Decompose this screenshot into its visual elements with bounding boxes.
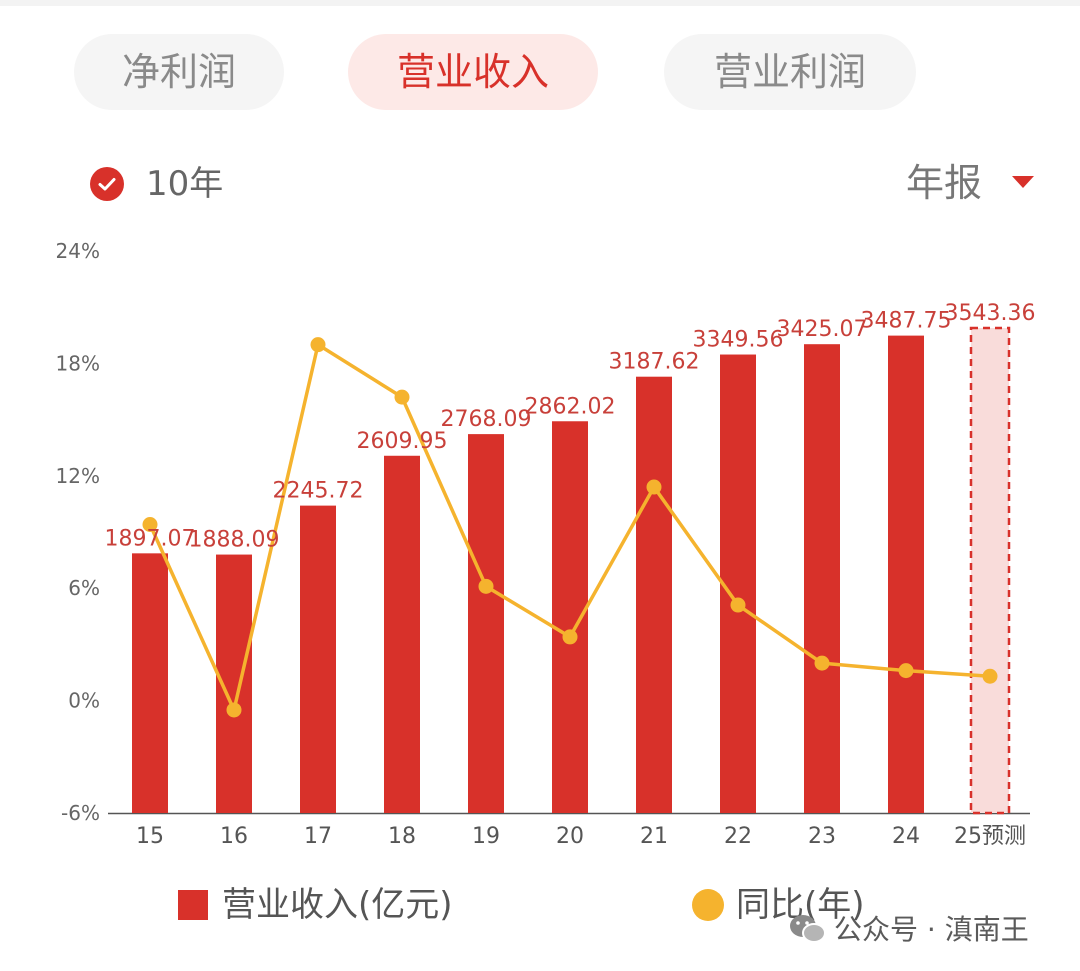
bar-value-label: 2768.09: [441, 407, 532, 432]
x-tick-label: 23: [808, 824, 836, 849]
top-divider: [0, 0, 1080, 6]
yoy-point: [227, 702, 242, 717]
watermark-text: 公众号 · 滇南王: [834, 908, 1029, 952]
x-tick-label: 24: [892, 824, 920, 849]
wechat-icon: [788, 912, 828, 946]
bar-value-label: 2609.95: [357, 429, 448, 454]
x-tick-label: 22: [724, 824, 752, 849]
years-filter-label: 10年: [146, 160, 223, 208]
legend-line-swatch: [692, 889, 724, 921]
bar-value-label: 3425.07: [777, 317, 868, 342]
bar: [888, 336, 924, 813]
metric-tabs: 净利润 营业收入 营业利润: [0, 34, 1080, 112]
legend-bar-label: 营业收入(亿元): [222, 878, 453, 932]
yoy-point: [815, 656, 830, 671]
bar-value-label: 1888.09: [189, 528, 280, 553]
y-tick-label: 0%: [68, 689, 100, 713]
bar-value-label: 3543.36: [945, 301, 1036, 326]
bar: [720, 355, 756, 813]
x-tick-label: 20: [556, 824, 584, 849]
check-circle-icon[interactable]: [90, 167, 124, 201]
bar-value-label: 3187.62: [609, 350, 700, 375]
bar: [384, 456, 420, 813]
yoy-point: [647, 480, 662, 495]
y-tick-label: 6%: [68, 576, 100, 600]
legend-bar-swatch: [178, 890, 208, 920]
x-tick-label: 25预测: [954, 824, 1026, 849]
yoy-point: [731, 598, 746, 613]
bar-value-label: 3487.75: [861, 309, 952, 334]
x-tick-label: 16: [220, 824, 248, 849]
y-tick-label: 24%: [56, 239, 100, 263]
bar: [804, 344, 840, 813]
bar: [468, 434, 504, 813]
tab-revenue[interactable]: 营业收入: [348, 34, 598, 110]
tab-operating-profit[interactable]: 营业利润: [664, 34, 916, 110]
bar-value-label: 3349.56: [693, 328, 784, 353]
y-tick-label: -6%: [61, 801, 100, 825]
bar-forecast: [971, 328, 1009, 813]
x-tick-label: 21: [640, 824, 668, 849]
yoy-point: [563, 629, 578, 644]
bar-value-label: 2245.72: [273, 479, 364, 504]
y-tick-label: 18%: [56, 351, 100, 375]
x-tick-label: 15: [136, 824, 164, 849]
bar-value-label: 2862.02: [525, 394, 616, 419]
bar-value-label: 1897.07: [105, 526, 196, 551]
x-tick-label: 17: [304, 824, 332, 849]
bar: [636, 377, 672, 813]
x-tick-label: 19: [472, 824, 500, 849]
period-dropdown-label: 年报: [906, 158, 982, 208]
tab-net-profit[interactable]: 净利润: [74, 34, 284, 110]
x-tick-label: 18: [388, 824, 416, 849]
yoy-point: [395, 390, 410, 405]
y-tick-label: 12%: [56, 464, 100, 488]
bar: [132, 553, 168, 813]
chevron-down-icon[interactable]: [1012, 176, 1034, 188]
yoy-point: [479, 579, 494, 594]
bar: [300, 506, 336, 813]
yoy-point: [983, 669, 998, 684]
yoy-point: [899, 663, 914, 678]
yoy-point: [311, 337, 326, 352]
